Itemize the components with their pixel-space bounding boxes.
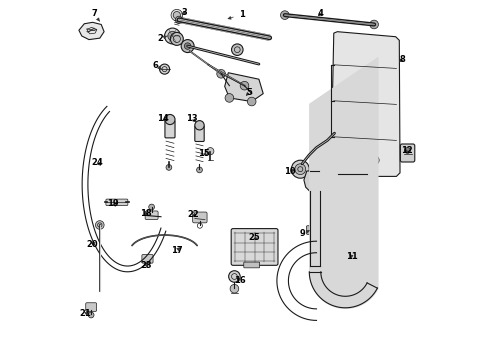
Text: 19: 19 (107, 199, 119, 208)
Text: 1: 1 (227, 10, 244, 19)
Circle shape (216, 69, 225, 78)
Text: 8: 8 (399, 55, 404, 64)
Text: 5: 5 (245, 88, 251, 97)
Text: 12: 12 (400, 146, 411, 155)
Circle shape (240, 81, 248, 90)
FancyBboxPatch shape (106, 199, 117, 206)
Circle shape (173, 12, 180, 19)
Circle shape (171, 9, 182, 21)
FancyBboxPatch shape (85, 303, 96, 311)
Circle shape (280, 11, 288, 19)
Text: 10: 10 (283, 166, 295, 175)
Text: 14: 14 (156, 113, 168, 122)
Circle shape (356, 153, 370, 167)
Polygon shape (224, 73, 263, 102)
FancyBboxPatch shape (145, 211, 158, 220)
Circle shape (181, 40, 194, 53)
Circle shape (148, 204, 154, 210)
Text: 18: 18 (140, 209, 151, 217)
Text: 15: 15 (198, 149, 210, 158)
Circle shape (294, 164, 305, 175)
Circle shape (231, 44, 243, 55)
Text: 13: 13 (186, 114, 198, 123)
Circle shape (184, 43, 190, 49)
Text: 21: 21 (80, 309, 91, 318)
Circle shape (224, 94, 233, 102)
Circle shape (88, 312, 94, 318)
Text: 17: 17 (171, 246, 182, 255)
Circle shape (196, 167, 202, 173)
Circle shape (167, 31, 177, 41)
Circle shape (369, 20, 378, 29)
FancyBboxPatch shape (400, 144, 414, 162)
FancyBboxPatch shape (142, 255, 153, 263)
Circle shape (194, 121, 204, 130)
Circle shape (206, 148, 213, 155)
Text: 23: 23 (141, 261, 152, 270)
Circle shape (95, 221, 104, 229)
Circle shape (166, 165, 171, 170)
Circle shape (164, 114, 175, 125)
Circle shape (370, 156, 378, 165)
Text: 6: 6 (152, 61, 161, 70)
FancyBboxPatch shape (306, 226, 322, 234)
Text: 20: 20 (86, 240, 98, 248)
Text: 4: 4 (317, 9, 323, 18)
Circle shape (230, 284, 238, 293)
Text: 11: 11 (345, 252, 357, 261)
Circle shape (247, 97, 256, 106)
FancyBboxPatch shape (244, 262, 259, 268)
Text: 16: 16 (234, 276, 245, 285)
Polygon shape (303, 171, 325, 191)
Text: 22: 22 (187, 210, 199, 219)
Polygon shape (330, 32, 399, 176)
Circle shape (175, 16, 182, 23)
Circle shape (404, 148, 409, 153)
FancyBboxPatch shape (117, 199, 127, 206)
FancyBboxPatch shape (192, 212, 206, 223)
FancyBboxPatch shape (194, 126, 204, 141)
FancyBboxPatch shape (164, 121, 175, 138)
Text: 3: 3 (181, 8, 186, 17)
Text: 9: 9 (299, 229, 309, 238)
Circle shape (228, 271, 240, 282)
Circle shape (164, 28, 180, 44)
Text: 25: 25 (248, 233, 260, 242)
Circle shape (170, 32, 183, 45)
Polygon shape (79, 22, 104, 40)
Circle shape (159, 64, 169, 74)
Text: 7: 7 (91, 9, 99, 21)
FancyBboxPatch shape (231, 229, 277, 265)
Text: 2: 2 (157, 34, 166, 43)
Circle shape (291, 160, 309, 178)
Text: 24: 24 (92, 158, 103, 167)
